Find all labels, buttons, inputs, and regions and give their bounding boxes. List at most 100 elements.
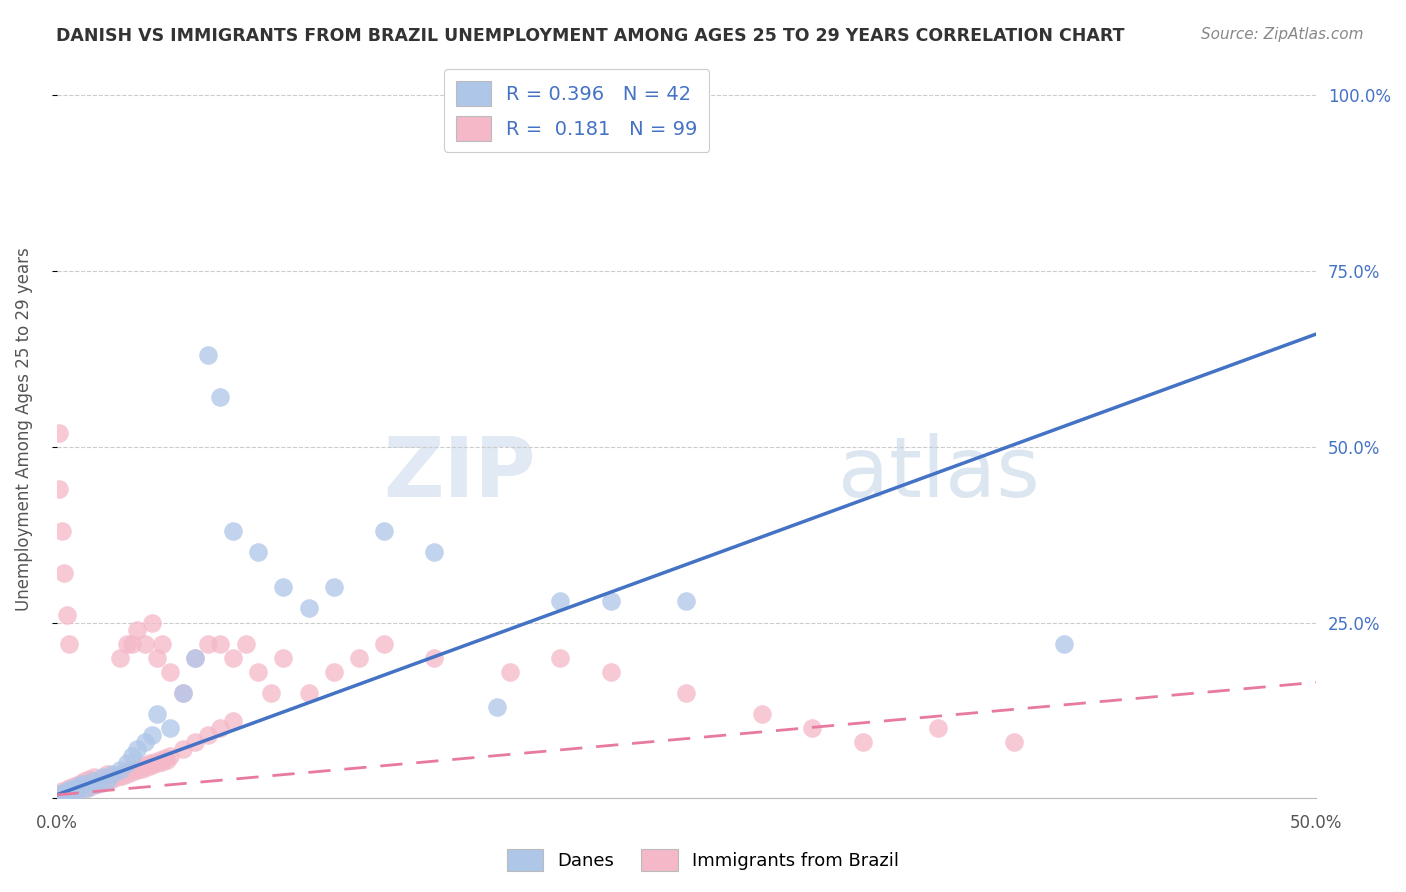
Point	[67, 779, 90, 793]
Point	[127, 742, 149, 756]
Point	[51, 524, 73, 538]
Point	[101, 772, 124, 786]
Point	[80, 779, 103, 793]
Point	[111, 769, 134, 783]
Point	[184, 735, 207, 749]
Point	[83, 770, 105, 784]
Point	[53, 786, 76, 800]
Point	[209, 721, 232, 735]
Point	[235, 637, 257, 651]
Point	[55, 784, 77, 798]
Point	[55, 784, 77, 798]
Point	[124, 762, 146, 776]
Point	[53, 566, 76, 581]
Point	[70, 777, 93, 791]
Point	[751, 706, 773, 721]
Point	[53, 787, 76, 801]
Point	[297, 601, 319, 615]
Point	[131, 762, 153, 776]
Point	[184, 650, 207, 665]
Point	[159, 665, 181, 679]
Point	[103, 769, 125, 783]
Point	[96, 766, 118, 780]
Point	[55, 783, 77, 797]
Point	[76, 780, 98, 795]
Point	[91, 776, 114, 790]
Point	[461, 109, 484, 123]
Point	[48, 788, 70, 802]
Point	[209, 390, 232, 404]
Point	[423, 545, 446, 559]
Point	[247, 545, 270, 559]
Point	[675, 594, 697, 608]
Point	[70, 780, 93, 795]
Point	[197, 348, 219, 362]
Point	[486, 700, 509, 714]
Point	[146, 756, 169, 771]
Point	[101, 769, 124, 783]
Point	[79, 772, 101, 786]
Point	[550, 594, 572, 608]
Point	[159, 721, 181, 735]
Point	[297, 686, 319, 700]
Point	[499, 665, 522, 679]
Point	[108, 766, 131, 780]
Point	[172, 686, 194, 700]
Point	[91, 770, 114, 784]
Point	[67, 783, 90, 797]
Point	[118, 764, 141, 778]
Point	[141, 757, 163, 772]
Point	[76, 780, 98, 795]
Point	[66, 784, 89, 798]
Point	[58, 783, 80, 797]
Point	[184, 650, 207, 665]
Point	[139, 756, 162, 771]
Point	[86, 777, 108, 791]
Point	[121, 764, 143, 779]
Point	[152, 637, 174, 651]
Point	[146, 650, 169, 665]
Point	[134, 757, 156, 772]
Point	[86, 777, 108, 791]
Point	[55, 608, 77, 623]
Point	[70, 777, 93, 791]
Point	[121, 749, 143, 764]
Point	[134, 637, 156, 651]
Point	[486, 87, 509, 102]
Point	[1053, 637, 1076, 651]
Point	[121, 637, 143, 651]
Point	[67, 777, 90, 791]
Point	[58, 780, 80, 795]
Point	[222, 714, 245, 728]
Point	[60, 786, 83, 800]
Point	[66, 784, 89, 798]
Point	[58, 783, 80, 797]
Point	[73, 779, 96, 793]
Point	[127, 623, 149, 637]
Point	[143, 755, 166, 769]
Point	[63, 780, 86, 795]
Point	[222, 650, 245, 665]
Point	[66, 780, 89, 795]
Point	[159, 749, 181, 764]
Text: ZIP: ZIP	[382, 433, 536, 514]
Point	[197, 728, 219, 742]
Point	[373, 637, 395, 651]
Y-axis label: Unemployment Among Ages 25 to 29 years: Unemployment Among Ages 25 to 29 years	[15, 247, 32, 611]
Text: DANISH VS IMMIGRANTS FROM BRAZIL UNEMPLOYMENT AMONG AGES 25 TO 29 YEARS CORRELAT: DANISH VS IMMIGRANTS FROM BRAZIL UNEMPLO…	[56, 27, 1125, 45]
Point	[1002, 735, 1025, 749]
Point	[156, 753, 179, 767]
Point	[115, 766, 138, 780]
Point	[146, 706, 169, 721]
Point	[373, 524, 395, 538]
Point	[96, 773, 118, 788]
Point	[423, 650, 446, 665]
Point	[91, 772, 114, 786]
Point	[60, 786, 83, 800]
Point	[58, 637, 80, 651]
Point	[852, 735, 875, 749]
Legend: R = 0.396   N = 42, R =  0.181   N = 99: R = 0.396 N = 42, R = 0.181 N = 99	[444, 70, 710, 153]
Point	[247, 665, 270, 679]
Point	[83, 776, 105, 790]
Point	[927, 721, 949, 735]
